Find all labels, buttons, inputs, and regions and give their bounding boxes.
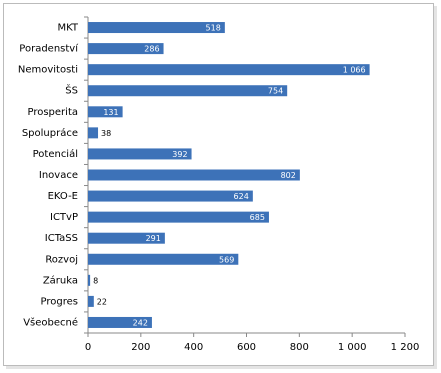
- bar: [88, 106, 123, 118]
- bar: [88, 148, 192, 160]
- data-label: 569: [219, 255, 234, 264]
- y-tick-label: Progres: [41, 296, 78, 307]
- y-tick-label: Poradenství: [19, 43, 79, 55]
- bar: [88, 316, 152, 328]
- x-tick-label: 200: [131, 342, 150, 353]
- y-tick-label: ICTaSS: [45, 233, 78, 244]
- bar: [88, 253, 239, 265]
- y-tick-label: Všeobecné: [23, 316, 78, 328]
- data-label: 38: [101, 129, 111, 138]
- data-label: 242: [133, 318, 148, 327]
- bar: [88, 274, 91, 286]
- data-label: 291: [146, 234, 161, 243]
- x-tick-label: 600: [237, 342, 256, 353]
- data-label: 802: [281, 171, 296, 180]
- data-label: 1 066: [343, 66, 366, 75]
- y-tick-label: Inovace: [39, 170, 78, 181]
- frame-shadow: [434, 6, 437, 369]
- data-label: 518: [206, 24, 221, 33]
- data-label: 22: [97, 297, 107, 306]
- data-label: 624: [234, 192, 249, 201]
- x-tick-label: 1 000: [338, 342, 367, 353]
- bar: [88, 169, 300, 181]
- y-tick-label: Nemovitosti: [18, 65, 78, 76]
- y-tick-label: Rozvoj: [45, 254, 78, 265]
- bar: [88, 22, 225, 34]
- data-label: 754: [268, 87, 283, 96]
- bar: [88, 211, 269, 223]
- y-tick-label: ŠS: [65, 84, 78, 97]
- x-tick-label: 1 200: [391, 342, 420, 353]
- frame-shadow: [6, 366, 436, 369]
- bar: [88, 64, 370, 76]
- y-tick-label: Prosperita: [27, 107, 78, 118]
- x-tick-label: 400: [184, 342, 203, 353]
- y-tick-label: Spolupráce: [22, 127, 78, 139]
- bar: [88, 190, 253, 202]
- data-label: 131: [103, 108, 118, 117]
- y-tick-label: EKO-E: [48, 191, 78, 202]
- data-label: 392: [172, 150, 187, 159]
- data-label: 685: [250, 213, 265, 222]
- x-tick-label: 0: [85, 342, 91, 353]
- chart-frame: [3, 3, 434, 366]
- bar: [88, 127, 99, 139]
- bar: [88, 232, 165, 244]
- y-tick-label: MKT: [57, 23, 78, 34]
- data-label: 286: [144, 45, 159, 54]
- y-tick-label: ICTvP: [50, 212, 78, 223]
- bar: [88, 85, 288, 97]
- x-tick-label: 800: [290, 342, 309, 353]
- bar: [88, 43, 164, 55]
- bar: [88, 295, 94, 307]
- y-tick-label: Záruka: [43, 274, 78, 286]
- y-tick-label: Potenciál: [33, 148, 78, 160]
- data-label: 8: [93, 276, 98, 285]
